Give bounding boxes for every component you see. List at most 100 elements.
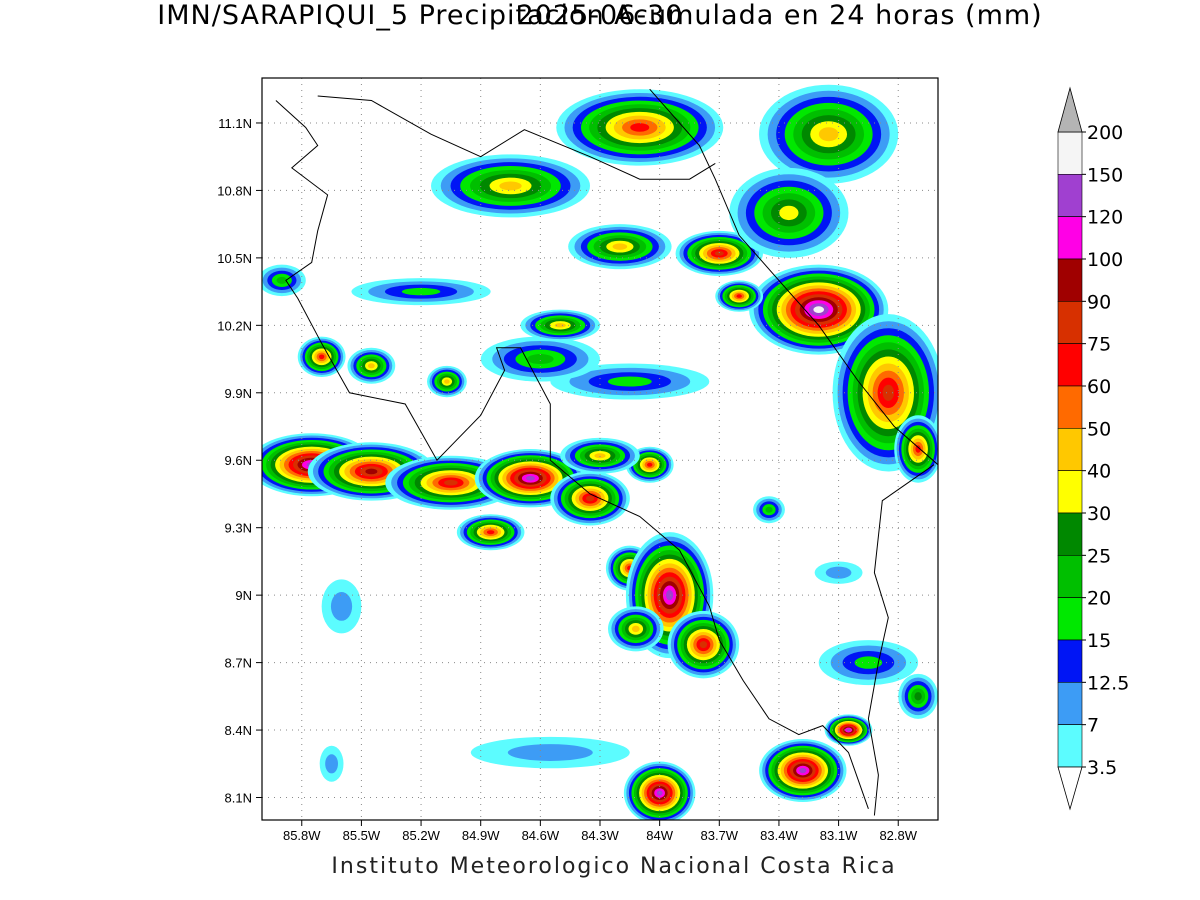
- contour-band: [714, 251, 724, 256]
- colorbar: 3.5 7 12.5 15 20 25 30 40 50 60 75 90 100 120 150 200: [1057, 86, 1129, 811]
- contour-band: [799, 767, 807, 774]
- contour-band: [630, 123, 650, 132]
- contour-band: [699, 641, 708, 649]
- x-tick-label: 83.1W: [820, 828, 858, 843]
- colorbar-swatch: [1057, 258, 1083, 302]
- rain-cell: [470, 736, 630, 769]
- rain-cell: [431, 154, 591, 218]
- rain-cell: [456, 514, 525, 551]
- map-title: IMN/SARAPIQUI_5 Precipitacion Acumulada …: [157, 0, 1043, 31]
- contour-band: [367, 363, 375, 369]
- contour-band: [525, 475, 535, 481]
- colorbar-label: 40: [1087, 461, 1111, 483]
- rain-cell: [568, 224, 672, 270]
- x-tick-label: 85.5W: [343, 828, 381, 843]
- colorbar-swatch: [1057, 131, 1083, 175]
- colorbar-under-arrow: [1057, 766, 1083, 811]
- contour-band: [401, 287, 441, 296]
- rain-cell: [480, 336, 600, 382]
- y-tick-label: 8.7N: [225, 656, 252, 671]
- rain-cell: [319, 745, 344, 782]
- contour-band: [665, 590, 674, 601]
- pacific-coastline: [275, 100, 869, 809]
- precipitation-field: [262, 84, 938, 820]
- y-tick-label: 8.4N: [225, 723, 252, 738]
- x-tick-label: 83.7W: [701, 828, 739, 843]
- rain-cell: [427, 365, 467, 398]
- rain-cell: [262, 264, 306, 297]
- contour-band: [594, 453, 606, 459]
- contour-band: [499, 181, 522, 191]
- rain-cell: [625, 446, 674, 483]
- contour-band: [765, 506, 773, 513]
- contour-band: [818, 127, 839, 142]
- rain-cell: [321, 579, 362, 634]
- colorbar-swatch: [1057, 470, 1083, 514]
- contour-band: [554, 323, 566, 328]
- rain-cell: [347, 347, 396, 384]
- contour-band: [647, 462, 653, 467]
- colorbar-swatch: [1057, 343, 1083, 387]
- contour-band: [444, 379, 450, 384]
- x-tick-label: 82.8W: [879, 828, 917, 843]
- nicaragua-border: [317, 95, 716, 180]
- contour-band: [631, 625, 640, 633]
- colorbar-label: 25: [1087, 545, 1111, 567]
- colorbar-label: 7: [1087, 715, 1099, 737]
- contour-band: [486, 530, 495, 535]
- colorbar-swatch: [1057, 639, 1083, 683]
- y-tick-label: 9.3N: [225, 521, 252, 536]
- rain-cell: [729, 167, 849, 258]
- colorbar-swatch: [1057, 724, 1083, 768]
- contour-band: [507, 744, 593, 761]
- contour-band: [813, 306, 825, 313]
- x-tick-label: 84W: [646, 828, 673, 843]
- colorbar-swatch: [1057, 427, 1083, 471]
- colorbar-swatch: [1057, 216, 1083, 260]
- y-tick-label: 10.2N: [217, 318, 252, 333]
- contour-band: [330, 591, 353, 621]
- colorbar-label: 200: [1087, 122, 1123, 144]
- country-borders: [275, 88, 938, 816]
- rain-cell: [667, 610, 740, 679]
- rain-cell: [759, 739, 847, 803]
- rain-cell: [824, 714, 873, 746]
- contour-band: [915, 445, 921, 453]
- credit-text: Instituto Meteorologico Nacional Costa R…: [331, 854, 897, 879]
- rain-cell: [623, 761, 696, 820]
- contour-band: [736, 294, 742, 298]
- colorbar-label: 90: [1087, 291, 1111, 313]
- rain-cell: [675, 230, 763, 276]
- contour-band: [607, 376, 652, 387]
- colorbar-label: 15: [1087, 630, 1111, 652]
- rain-cell: [894, 415, 938, 483]
- axis-ticks: 85.8W 85.5W 85.2W 84.9W 84.6W 84.3W 84W 83.7W 83…: [217, 116, 917, 843]
- x-tick-label: 83.4W: [760, 828, 798, 843]
- contour-band: [444, 479, 458, 486]
- colorbar-swatch: [1057, 385, 1083, 429]
- rain-cell: [550, 363, 710, 400]
- rain-cell: [753, 496, 785, 524]
- y-tick-label: 9.6N: [225, 453, 252, 468]
- x-tick-label: 84.6W: [522, 828, 560, 843]
- colorbar-label: 20: [1087, 588, 1111, 610]
- rain-cell: [749, 264, 889, 355]
- contour-band: [585, 495, 595, 502]
- x-tick-label: 84.9W: [462, 828, 500, 843]
- panama-border: [867, 464, 935, 816]
- y-tick-label: 11.1N: [218, 116, 252, 131]
- colorbar-over-arrow: [1057, 86, 1083, 133]
- rain-cell: [814, 561, 863, 584]
- contour-band: [656, 790, 663, 796]
- rain-cell: [759, 84, 899, 184]
- x-tick-label: 85.2W: [402, 828, 440, 843]
- contour-band: [276, 276, 288, 284]
- colorbar-label: 100: [1087, 249, 1123, 271]
- y-tick-label: 9.9N: [225, 386, 252, 401]
- contour-band: [527, 354, 554, 365]
- rain-cell: [607, 606, 664, 652]
- contour-band: [914, 692, 922, 701]
- x-tick-label: 85.8W: [283, 828, 321, 843]
- colorbar-label: 50: [1087, 418, 1111, 440]
